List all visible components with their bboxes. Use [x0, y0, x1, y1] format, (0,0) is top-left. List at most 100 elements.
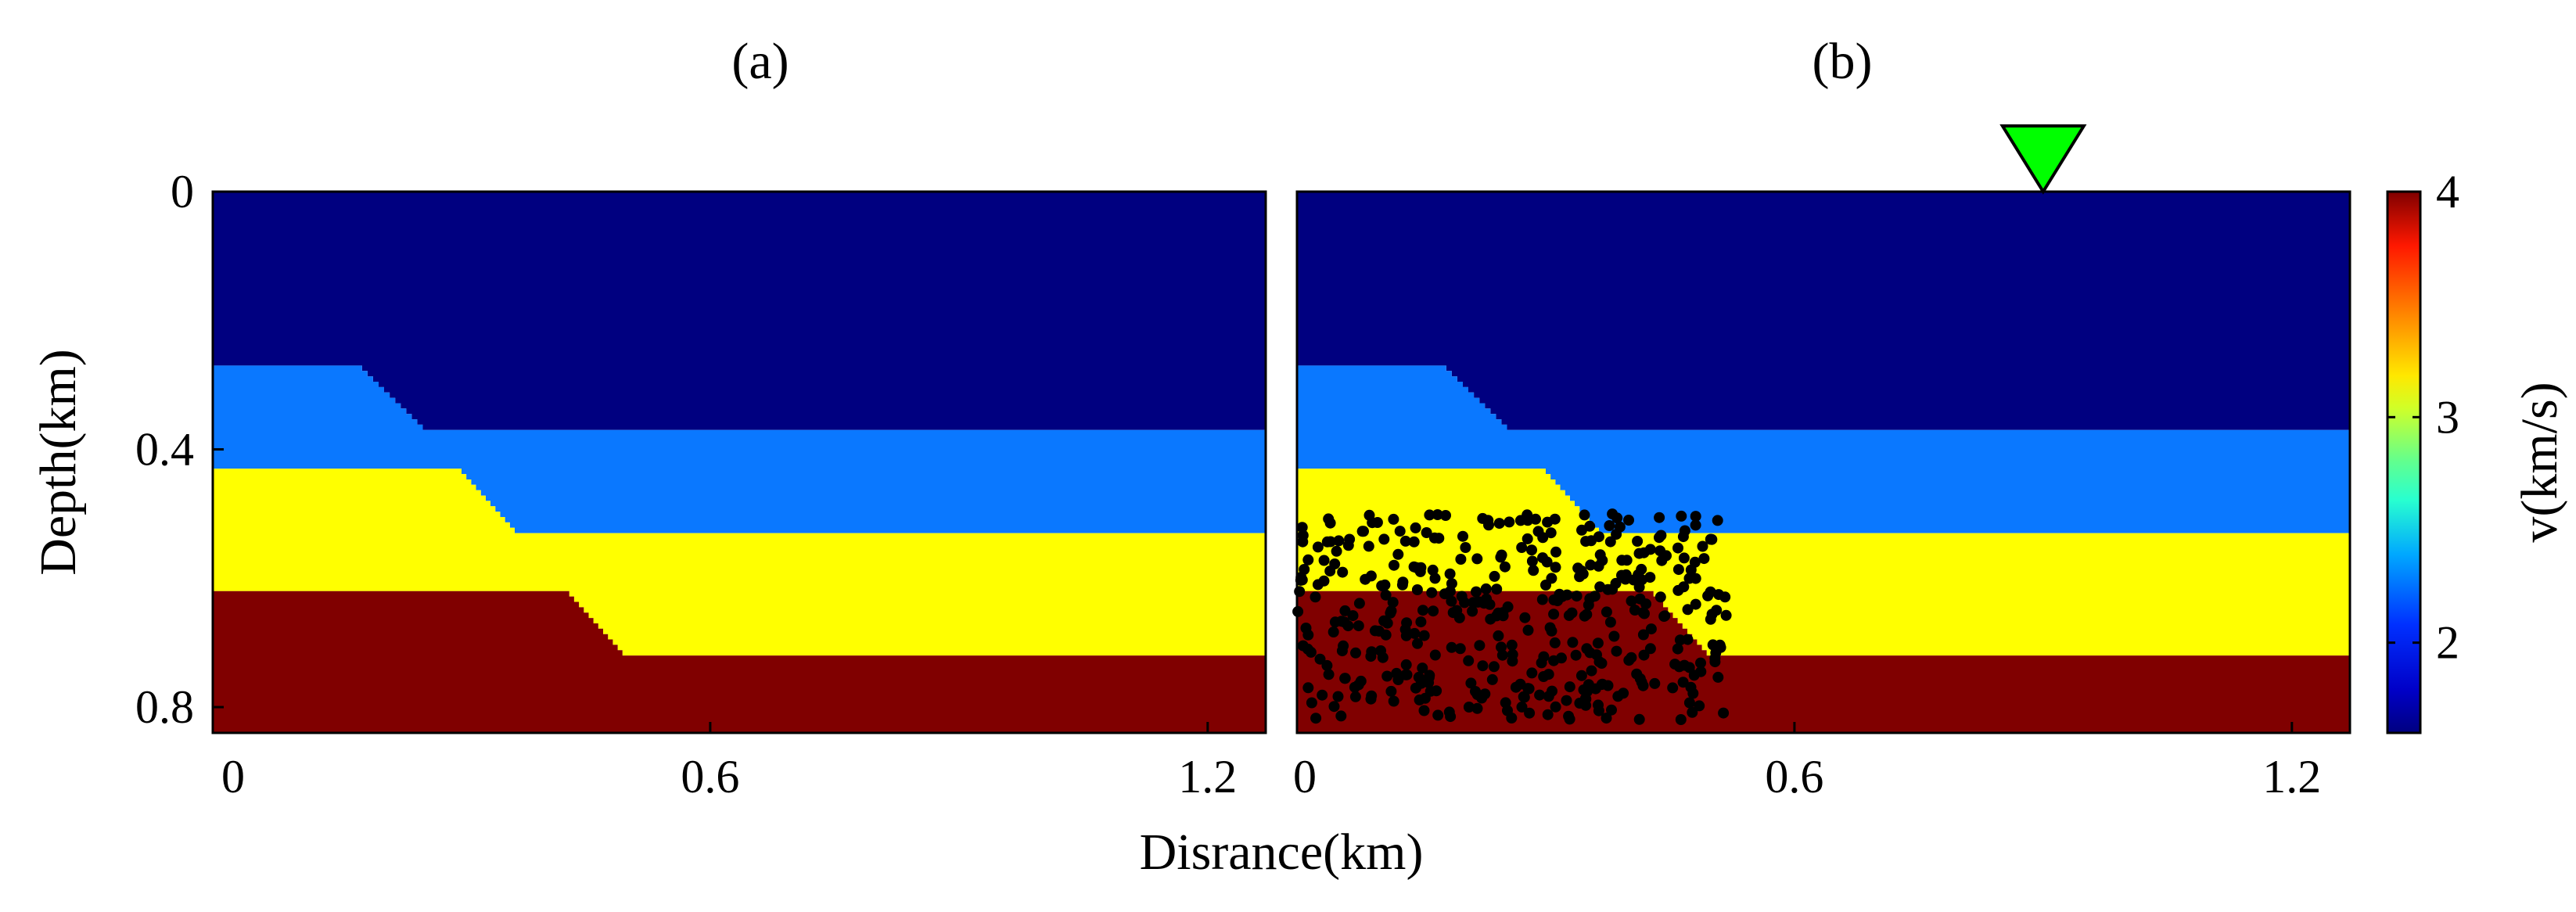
scatter-point — [1388, 513, 1399, 525]
scatter-point — [1570, 649, 1582, 661]
panel-b: 0 0.6 1.2 — [1292, 124, 2351, 802]
scatter-point — [1367, 517, 1378, 529]
scatter-point — [1524, 707, 1536, 719]
scatter-point — [1418, 705, 1430, 716]
scatter-point — [1323, 513, 1335, 525]
x-tick-label: 0.6 — [1765, 751, 1823, 802]
scatter-point — [1328, 701, 1340, 713]
scatter-point — [1649, 677, 1661, 689]
x-tick-label: 1.2 — [1178, 751, 1237, 802]
scatter-point — [1356, 526, 1368, 537]
scatter-point — [1546, 573, 1557, 584]
scatter-point — [1417, 662, 1428, 674]
scatter-point — [1571, 591, 1583, 602]
scatter-point — [1363, 540, 1374, 552]
scatter-point — [1428, 605, 1439, 617]
scatter-point — [1467, 605, 1478, 617]
scatter-point — [1633, 713, 1645, 725]
scatter-point — [1380, 589, 1392, 601]
scatter-point — [1514, 515, 1526, 526]
scatter-point — [1585, 559, 1597, 571]
scatter-point — [1621, 555, 1633, 566]
receiver-triangle-icon — [1999, 124, 2087, 195]
scatter-point — [1677, 677, 1689, 688]
scatter-point — [1335, 616, 1347, 627]
scatter-point — [1593, 705, 1604, 716]
scatter-point — [1318, 555, 1330, 566]
scatter-point — [1488, 661, 1500, 673]
scatter-point — [1633, 569, 1644, 580]
scatter-point — [1399, 535, 1411, 547]
scatter-point — [1463, 702, 1475, 713]
scatter-point — [1381, 670, 1393, 682]
scatter-point — [1312, 579, 1324, 591]
scatter-point — [1323, 669, 1335, 680]
scatter-point — [1385, 685, 1397, 697]
scatter-point — [1392, 548, 1404, 560]
panel-a-frame — [211, 190, 1267, 734]
panel-a-y-axis: 0 0.4 0.8 — [135, 166, 224, 733]
scatter-point — [1312, 541, 1324, 553]
colorbar-tick-label: 4 — [2436, 166, 2459, 217]
scatter-point — [1506, 713, 1518, 723]
scatter-point — [1678, 552, 1690, 564]
panel-b-x-axis: 0 0.6 1.2 — [1293, 722, 2321, 802]
scatter-point — [1590, 683, 1601, 695]
velocity-layer-1 — [213, 192, 1266, 430]
scatter-point — [1612, 691, 1624, 702]
scatter-point — [1474, 640, 1486, 652]
scatter-point — [1709, 656, 1721, 668]
scatter-point — [1552, 595, 1563, 607]
scatter-point — [1519, 612, 1531, 623]
scatter-point — [1604, 520, 1615, 531]
colorbar-gradient — [2386, 190, 2422, 734]
scatter-point — [1626, 595, 1637, 607]
scatter-point — [1602, 680, 1614, 691]
scatter-point — [1432, 709, 1444, 721]
scatter-point — [1401, 669, 1413, 680]
scatter-point — [1477, 660, 1489, 672]
scatter-point — [1658, 611, 1670, 622]
scatter-point — [1575, 565, 1587, 576]
scatter-point — [1314, 653, 1326, 665]
scatter-point — [1369, 625, 1381, 637]
scatter-point — [1427, 564, 1439, 576]
scatter-point — [1672, 542, 1683, 554]
scatter-point — [1446, 595, 1457, 607]
scatter-point — [1702, 590, 1714, 601]
scatter-point — [1399, 623, 1411, 635]
colorbar-tick-label: 3 — [2436, 391, 2459, 443]
scatter-point — [1389, 559, 1399, 571]
scatter-point — [1632, 536, 1644, 547]
scatter-point — [1476, 692, 1488, 704]
scatter-point — [1419, 692, 1431, 704]
scatter-point — [1677, 531, 1689, 543]
scatter-point — [1347, 610, 1359, 622]
scatter-point — [1385, 607, 1396, 619]
scatter-point — [1536, 657, 1547, 669]
scatter-point — [1302, 682, 1314, 694]
scatter-point — [1534, 689, 1546, 701]
y-axis-label: Depth(km) — [30, 349, 87, 576]
velocity-layer-2 — [1297, 365, 2350, 533]
x-tick-label: 1.2 — [2262, 751, 2321, 802]
scatter-point — [1629, 605, 1640, 616]
x-tick-label: 0 — [221, 751, 245, 802]
scatter-point — [1443, 706, 1455, 718]
panel-b-title: (b) — [1813, 33, 1873, 90]
panel-a: 0 0.4 0.8 0 0.6 1.2 — [135, 166, 1267, 802]
scatter-point — [1394, 526, 1406, 537]
scatter-point — [1705, 613, 1716, 625]
scatter-point — [1415, 616, 1427, 628]
scatter-point — [1331, 545, 1342, 557]
scatter-point — [1522, 624, 1534, 636]
panel-b-velocity-layers — [1297, 192, 2350, 733]
scatter-point — [1601, 606, 1612, 618]
scatter-point — [1586, 665, 1597, 677]
colorbar-tick-label: 2 — [2436, 617, 2459, 669]
scatter-point — [1530, 513, 1541, 525]
velocity-layer-1 — [1297, 192, 2350, 430]
scatter-point — [1496, 549, 1507, 561]
scatter-point — [1499, 561, 1511, 573]
